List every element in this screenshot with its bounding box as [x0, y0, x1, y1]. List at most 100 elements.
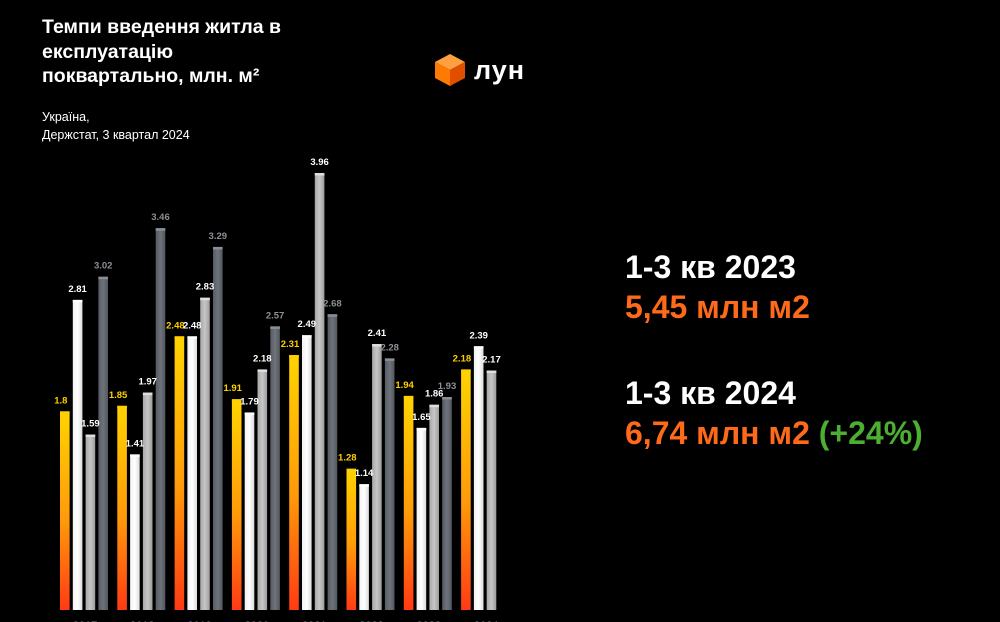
bar-cap-2019-q3 [200, 297, 210, 301]
bar-2022-q4 [384, 358, 395, 610]
bar-cap-2017-q3 [85, 434, 96, 438]
bar-cap-2017-q1 [60, 411, 70, 414]
bar-cap-2018-q2 [130, 454, 140, 457]
bar-cap-2020-q2 [244, 412, 255, 415]
bar-2020-q3 [257, 369, 268, 610]
bar-cap-2017-q4 [98, 276, 108, 280]
value-label-2020-q4: 2.57 [266, 310, 285, 321]
value-label-2024-q1: 2.18 [453, 353, 472, 364]
brand-logo-text: лун [474, 54, 526, 85]
bar-2022-q3 [372, 344, 382, 610]
chart-subtitle: Україна, Держстат, 3 квартал 2024 [42, 110, 190, 142]
bar-cap-2022-q3 [372, 344, 382, 347]
x-tick-label-2021: 2021 [302, 620, 326, 622]
x-tick-label-2023: 2023 [417, 620, 441, 622]
bar-cap-2023-q3 [429, 404, 439, 408]
bar-2017-q3 [85, 434, 96, 610]
value-label-2023-q3: 1.86 [425, 389, 444, 400]
x-tick-label-2020: 2020 [245, 620, 269, 622]
bar-2023-q3 [429, 404, 439, 610]
summary-2024-value: 6,74 млн м2 [625, 415, 810, 451]
bar-2024-q3 [486, 370, 497, 610]
value-label-2023-q1: 1.94 [395, 380, 414, 391]
orange-cube-icon [435, 54, 465, 86]
bar-cap-2024-q3 [486, 370, 497, 374]
bar-cap-2020-q3 [257, 369, 268, 372]
value-label-2021-q1: 2.31 [281, 339, 300, 350]
value-label-2019-q4: 3.29 [209, 231, 228, 242]
bar-2018-q1 [117, 405, 127, 610]
bar-2021-q1 [289, 355, 299, 610]
summary-2024-change: (+24%) [818, 415, 923, 451]
bars-layer [60, 173, 497, 611]
value-label-2017-q3: 1.59 [81, 419, 100, 430]
bar-2019-q1 [174, 336, 185, 610]
bar-cap-2020-q1 [231, 399, 242, 402]
bar-2019-q3 [200, 297, 210, 610]
brand-logo: лун [433, 52, 525, 88]
bar-2017-q1 [60, 411, 70, 610]
value-label-2017-q1: 1.8 [54, 395, 67, 406]
value-label-2019-q3: 2.83 [196, 282, 215, 293]
bar-cap-2021-q1 [289, 355, 299, 358]
bar-cap-2023-q4 [442, 397, 452, 400]
bar-2024-q1 [461, 369, 471, 610]
bar-cap-2021-q4 [327, 314, 338, 317]
value-label-2021-q2: 2.49 [298, 319, 317, 330]
summary-2024-label: 1-3 кв 2024 [625, 375, 796, 411]
bar-cap-2017-q2 [72, 299, 83, 303]
value-label-2018-q2: 1.41 [126, 438, 145, 449]
bar-2022-q2 [359, 484, 369, 610]
value-label-2023-q2: 1.65 [412, 412, 431, 423]
value-label-2020-q1: 1.91 [223, 383, 242, 394]
x-tick-label-2022: 2022 [359, 620, 383, 622]
bar-cap-2018-q4 [155, 228, 166, 231]
bar-chart: 1.8 2.81 1.59 3.02 1.85 1.41 1.97 3.46 2.482.48 2… [54, 157, 501, 622]
x-tick-label-2024: 2024 [474, 620, 498, 622]
bar-2020-q2 [244, 412, 255, 610]
bar-2018-q2 [130, 454, 140, 610]
value-label-2020-q3: 2.18 [253, 353, 272, 364]
bar-cap-2019-q4 [213, 246, 223, 250]
value-label-2019-q1: 2.48 [166, 320, 185, 331]
bar-2020-q4 [270, 326, 280, 610]
bar-2017-q2 [72, 299, 83, 610]
summary-2023-value: 5,45 млн м2 [625, 289, 810, 325]
bar-cap-2019-q1 [174, 336, 185, 339]
value-label-2018-q4: 3.46 [151, 212, 170, 223]
bar-2021-q2 [302, 335, 312, 610]
value-label-2021-q3: 3.96 [310, 157, 329, 168]
bar-cap-2020-q4 [270, 326, 280, 329]
value-label-2022-q2: 1.14 [355, 468, 374, 479]
value-label-2022-q1: 1.28 [338, 453, 357, 464]
value-label-2021-q4: 2.68 [323, 298, 342, 309]
value-label-2023-q4: 1.93 [438, 381, 457, 392]
bar-cap-2021-q2 [302, 335, 312, 338]
bar-cap-2023-q2 [416, 427, 427, 431]
x-tick-label-2017: 2017 [73, 620, 97, 622]
bar-2024-q2 [473, 346, 484, 610]
bar-2022-q1 [346, 468, 357, 610]
bar-2021-q4 [327, 314, 338, 610]
bar-cap-2018-q3 [142, 392, 153, 396]
bar-2020-q1 [231, 399, 242, 610]
value-label-2019-q2: 2.48 [183, 320, 202, 331]
value-label-2018-q1: 1.85 [109, 390, 128, 401]
value-label-2017-q2: 2.81 [68, 284, 87, 295]
bar-cap-2018-q1 [117, 405, 127, 409]
chart-title: Темпи введення житла в експлуатацію покв… [42, 16, 282, 87]
value-label-2024-q2: 2.39 [469, 330, 488, 341]
bar-cap-2024-q2 [473, 346, 484, 349]
bar-2019-q2 [187, 336, 197, 610]
bar-2023-q2 [416, 427, 427, 610]
summary-2024: 1-3 кв 2024 6,74 млн м2 (+24%) [625, 373, 923, 453]
x-tick-label-2018: 2018 [130, 620, 154, 622]
bar-2019-q4 [213, 246, 223, 610]
summary-2023: 1-3 кв 2023 5,45 млн м2 [625, 247, 810, 327]
bar-2023-q1 [403, 395, 414, 610]
bar-2017-q4 [98, 276, 108, 610]
value-label-2022-q3: 2.41 [368, 328, 387, 339]
value-labels-layer: 1.8 2.81 1.59 3.02 1.85 1.41 1.97 3.46 2.482.48 2… [54, 157, 501, 479]
bar-cap-2019-q2 [187, 336, 197, 339]
bar-cap-2021-q3 [314, 173, 325, 176]
